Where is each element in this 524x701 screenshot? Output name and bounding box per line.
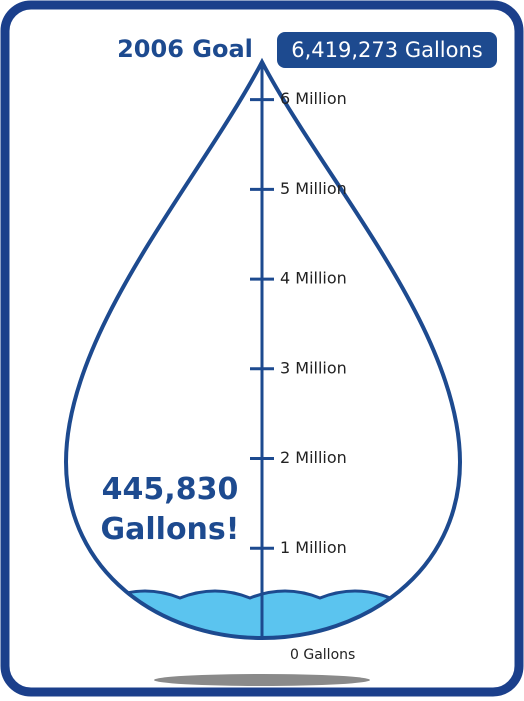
chart-title: 2006 Goal bbox=[117, 35, 253, 63]
goal-box bbox=[277, 32, 497, 68]
y-tick-label: 4 Million bbox=[280, 269, 347, 288]
y-tick-label: 3 Million bbox=[280, 358, 347, 377]
y-tick-label: 6 Million bbox=[280, 89, 347, 108]
shadow bbox=[154, 674, 370, 686]
y-tick-label: 5 Million bbox=[280, 179, 347, 198]
current-label: 445,830 Gallons! bbox=[101, 472, 240, 547]
y-tick-label: 1 Million bbox=[280, 538, 347, 557]
y-tick-label: 2 Million bbox=[280, 448, 347, 467]
goal-label: 6,419,273 Gallons bbox=[291, 38, 482, 62]
y-tick-label: 0 Gallons bbox=[290, 647, 355, 663]
